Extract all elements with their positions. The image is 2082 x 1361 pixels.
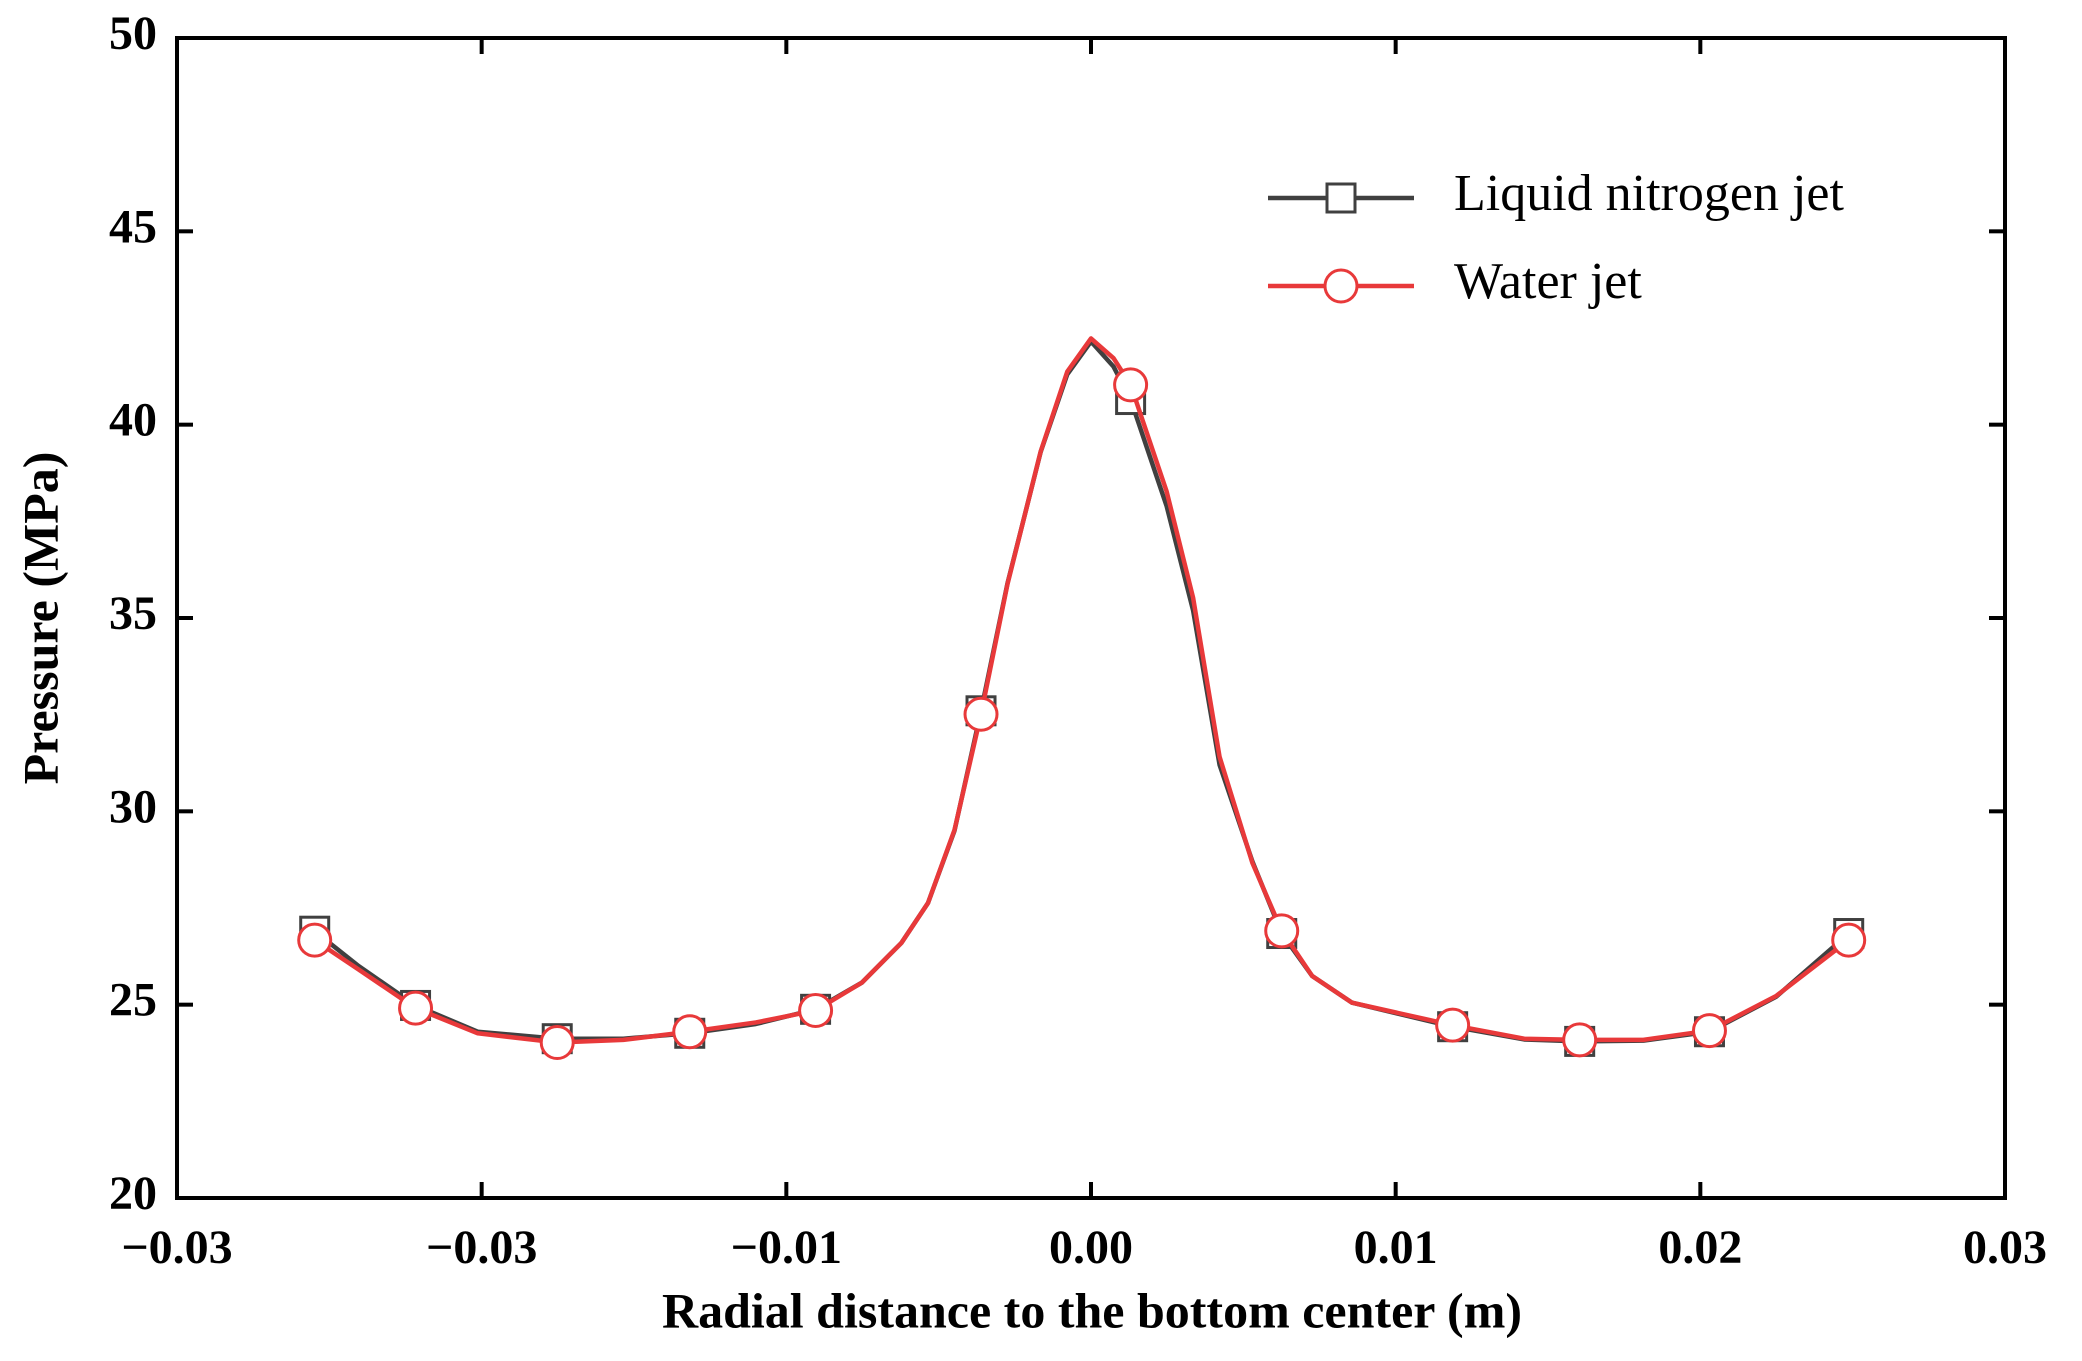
legend-label: Water jet — [1454, 253, 1642, 310]
x-tick-label: −0.01 — [731, 1221, 842, 1274]
y-tick-label: 45 — [109, 200, 157, 253]
y-tick-label: 40 — [109, 394, 157, 447]
data-point — [1691, 1013, 1727, 1049]
x-tick-label: 0.03 — [1963, 1221, 2047, 1274]
data-point — [297, 922, 333, 958]
y-axis-title: Pressure (MPa) — [12, 452, 68, 785]
x-tick-label: 0.01 — [1354, 1221, 1438, 1274]
series-line — [313, 339, 1851, 1044]
data-point — [1113, 367, 1149, 403]
y-tick-label: 35 — [109, 587, 157, 640]
y-tick-label: 30 — [109, 780, 157, 833]
y-tick-label: 25 — [109, 974, 157, 1027]
x-tick-label: −0.03 — [426, 1221, 537, 1274]
legend-marker — [1325, 182, 1357, 214]
y-tick-label: 50 — [109, 7, 157, 60]
series-line — [313, 336, 1851, 1045]
data-point — [1435, 1007, 1471, 1043]
data-point — [1264, 913, 1300, 949]
data-point — [398, 990, 434, 1026]
data-point — [963, 696, 999, 732]
y-tick-label: 20 — [109, 1167, 157, 1220]
data-point — [1562, 1022, 1598, 1058]
data-point — [539, 1025, 575, 1061]
x-tick-label: −0.03 — [121, 1221, 232, 1274]
legend-label: Liquid nitrogen jet — [1454, 165, 1844, 222]
data-point — [798, 992, 834, 1028]
x-tick-label: 0.02 — [1658, 1221, 1742, 1274]
x-axis-title: Radial distance to the bottom center (m) — [662, 1282, 1522, 1338]
x-tick-label: 0.00 — [1049, 1221, 1133, 1274]
legend-marker — [1323, 268, 1359, 304]
data-point — [672, 1014, 708, 1050]
data-point — [1831, 922, 1867, 958]
